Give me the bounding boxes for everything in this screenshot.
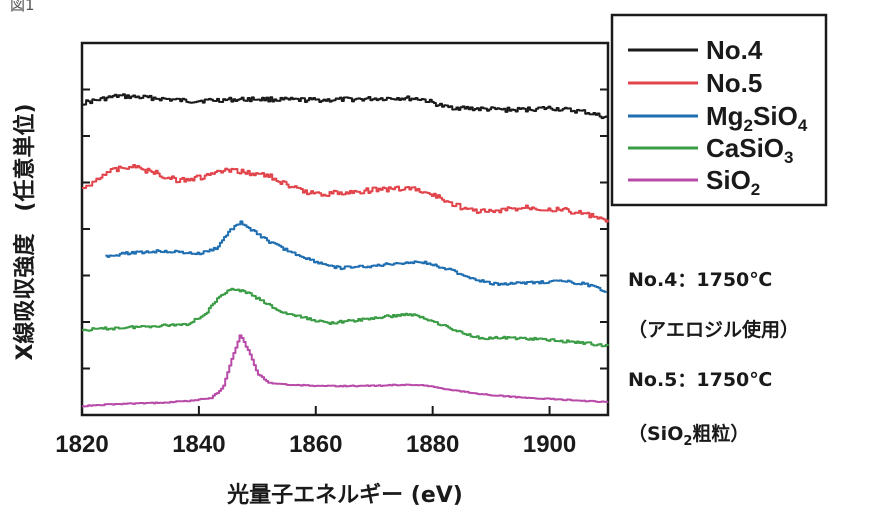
x-ticks: 1820 1840 1860 1880 1900 — [55, 406, 576, 458]
note-no4-condition: No.4：1750℃ — [628, 269, 772, 291]
x-tick-label-1880: 1880 — [406, 431, 459, 458]
x-axis-title: 光量子エネルギー (eV) — [226, 483, 463, 508]
x-tick-label-1840: 1840 — [172, 431, 225, 458]
series-no5 — [82, 164, 609, 223]
spectra-series — [82, 93, 609, 408]
note-no5-material: （SiO2粗粒） — [628, 422, 749, 449]
y-axis-title: X線吸収強度 (任意単位) — [12, 103, 38, 360]
legend-label-no4: No.4 — [706, 35, 763, 65]
legend-frame — [610, 13, 828, 207]
note-no4-material: （アエロジル使用） — [628, 318, 799, 341]
legend-label-sio2: SiO2 — [706, 165, 760, 199]
legend: No.4 No.5 Mg2SiO4 CaSiO3 SiO2 — [610, 13, 828, 207]
x-tick-label-1820: 1820 — [55, 431, 108, 458]
legend-label-mg2sio4: Mg2SiO4 — [706, 101, 808, 135]
x-tick-label-1900: 1900 — [523, 431, 576, 458]
series-sio2 — [82, 334, 609, 408]
series-no4 — [82, 93, 609, 120]
series-casio3 — [82, 287, 609, 348]
figure-label: 図1 — [10, 0, 35, 14]
legend-label-casio3: CaSiO3 — [706, 133, 794, 167]
note-no5-condition: No.5：1750℃ — [628, 369, 772, 391]
y-ticks — [82, 88, 608, 370]
x-tick-label-1860: 1860 — [289, 431, 342, 458]
series-mg2sio4 — [105, 220, 608, 293]
legend-label-no5: No.5 — [706, 68, 762, 98]
